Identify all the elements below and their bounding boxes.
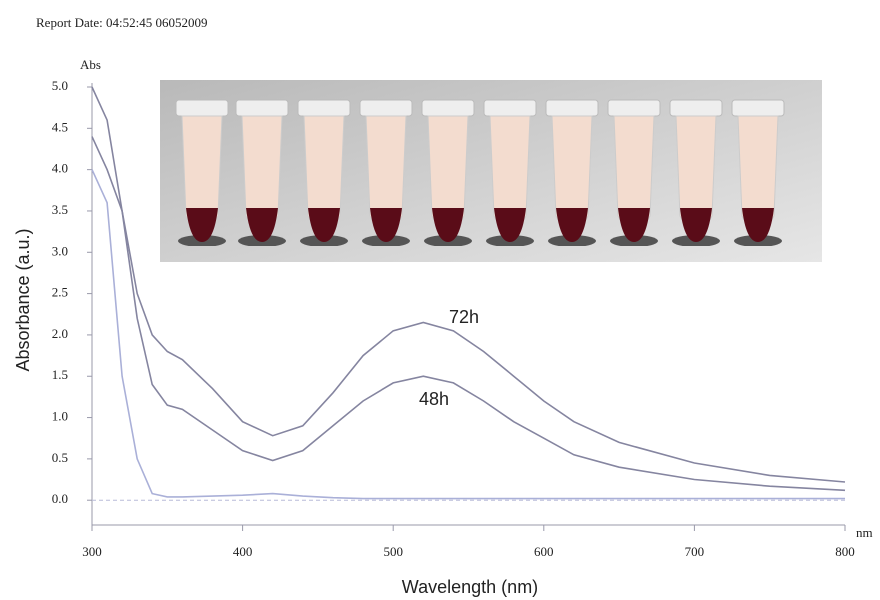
x-tick-label: 500: [383, 544, 403, 559]
series-label: 72h: [449, 307, 479, 327]
y-tick-label: 4.5: [52, 119, 68, 134]
x-unit: nm: [856, 525, 873, 540]
y-tick-label: 2.0: [52, 326, 68, 341]
y-axis-title: Absorbance (a.u.): [13, 228, 33, 371]
x-tick-label: 700: [685, 544, 705, 559]
y-tick-label: 0.5: [52, 450, 68, 465]
y-tick-label: 4.0: [52, 161, 68, 176]
x-tick-label: 600: [534, 544, 554, 559]
data-line: [91, 136, 846, 492]
x-axis-title: Wavelength (nm): [402, 577, 538, 597]
y-tick-label: 1.5: [52, 367, 68, 382]
sample-photo: [160, 80, 822, 262]
x-tick-label: 800: [835, 544, 855, 559]
y-tick-label: 3.5: [52, 202, 68, 217]
y-tick-label: 3.0: [52, 243, 68, 258]
report-date: Report Date: 04:52:45 06052009: [36, 15, 208, 30]
y-tick-label: 0.0: [52, 491, 68, 506]
y-unit: Abs: [80, 57, 101, 72]
x-tick-label: 400: [233, 544, 253, 559]
x-tick-label: 300: [82, 544, 102, 559]
y-tick-label: 5.0: [52, 78, 68, 93]
y-tick-label: 2.5: [52, 285, 68, 300]
data-line: [91, 86, 846, 483]
series-label: 48h: [419, 389, 449, 409]
y-tick-label: 1.0: [52, 409, 68, 424]
data-line: [91, 169, 845, 500]
